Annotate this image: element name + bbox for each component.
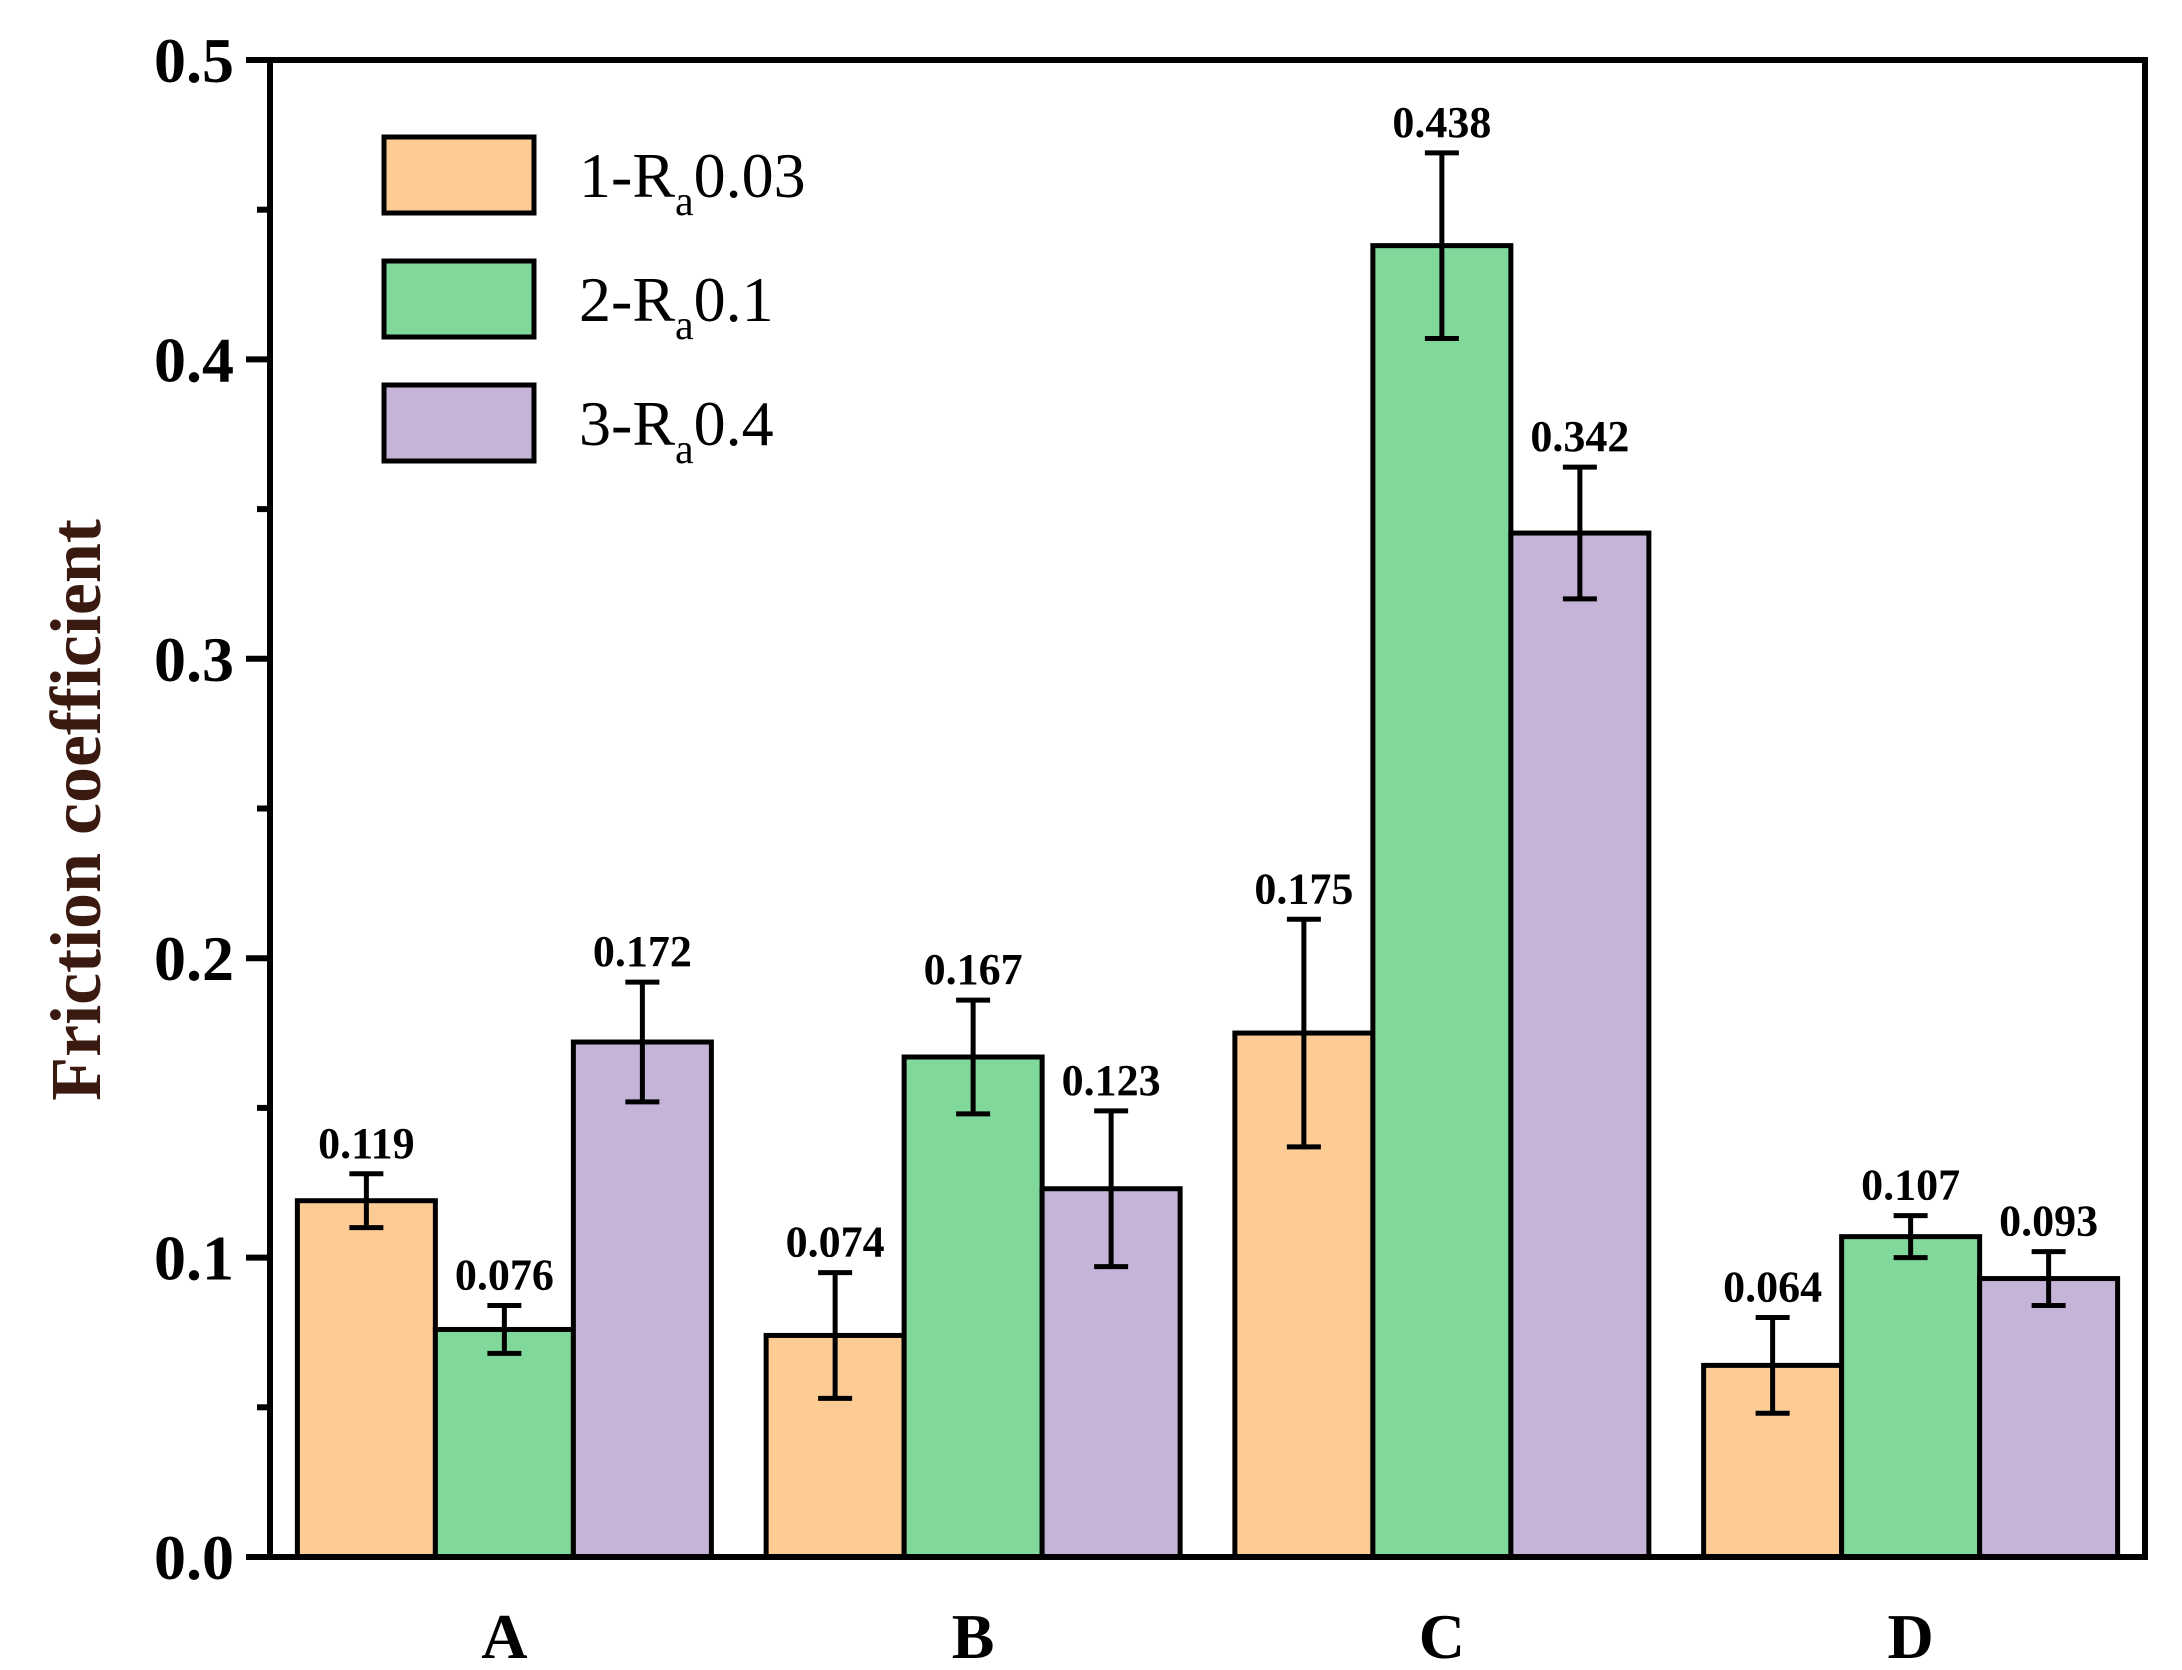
y-axis-ticks: 0.0 0.1 0.2 0.3 0.4 0.5	[154, 25, 270, 1593]
legend: 1-Ra0.03 2-Ra0.1 3-Ra0.4	[381, 134, 806, 473]
bar-a-series-3	[570, 1039, 714, 1560]
x-axis-category-labels: A B C D	[481, 1601, 1933, 1670]
data-label: 0.074	[786, 1218, 885, 1267]
bar-c-series-2	[1370, 243, 1514, 1560]
legend-label-2: 2-Ra0.1	[579, 264, 774, 349]
data-label: 0.438	[1392, 98, 1491, 147]
data-label: 0.107	[1861, 1161, 1960, 1210]
x-category-label: A	[481, 1601, 527, 1670]
y-tick-label: 0.3	[154, 624, 234, 695]
bar-b-series-2	[901, 1054, 1045, 1560]
data-label: 0.167	[924, 945, 1023, 994]
data-label: 0.175	[1254, 864, 1353, 913]
data-label: 0.064	[1723, 1262, 1822, 1311]
x-category-label: B	[952, 1601, 995, 1670]
legend-label-3: 3-Ra0.4	[579, 388, 774, 473]
data-label: 0.119	[318, 1119, 415, 1168]
data-label: 0.172	[593, 927, 692, 976]
x-category-label: C	[1419, 1601, 1465, 1670]
data-label: 0.076	[455, 1251, 554, 1300]
y-axis-title: Friction coefficient	[36, 519, 116, 1101]
y-tick-label: 0.2	[154, 923, 234, 994]
value-labels-layer: 0.119 0.076 0.172 0.074 0.167 0.123 0.175 0.438…	[318, 98, 2098, 1312]
x-category-label: D	[1888, 1601, 1934, 1670]
bar-c-series-3	[1508, 530, 1652, 1560]
bar-a-series-2	[432, 1326, 576, 1560]
y-tick-label: 0.0	[154, 1522, 234, 1593]
error-bars-layer	[349, 150, 2066, 1416]
bar-a-series-1	[294, 1198, 438, 1560]
legend-swatch-2	[381, 258, 537, 340]
bar-d-series-3	[1977, 1276, 2121, 1560]
bars-layer	[294, 243, 2121, 1560]
y-tick-label: 0.4	[154, 324, 234, 395]
legend-swatch-3	[381, 382, 537, 464]
y-tick-label: 0.5	[154, 25, 234, 96]
legend-label-1: 1-Ra0.03	[579, 140, 806, 225]
legend-swatch-1	[381, 134, 537, 216]
y-tick-label: 0.1	[154, 1223, 234, 1294]
bar-d-series-2	[1839, 1234, 1983, 1560]
data-label: 0.342	[1530, 412, 1629, 461]
data-label: 0.093	[1999, 1197, 2098, 1246]
data-label: 0.123	[1062, 1056, 1161, 1105]
